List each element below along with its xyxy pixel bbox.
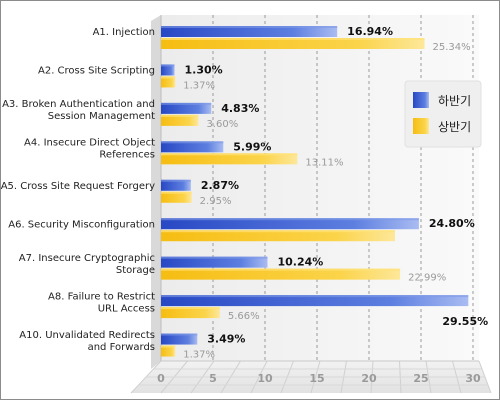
x-tick-label: 20	[361, 372, 377, 385]
category-label: A10. Unvalidated Redirects	[19, 330, 155, 341]
value-label-h1: 22.99%	[408, 273, 446, 284]
bar-h2-2	[161, 64, 175, 76]
category-label: A3. Broken Authentication and	[2, 99, 155, 110]
x-tick-label: 30	[465, 372, 481, 385]
x-axis-ticks: 0 5 10 15 20 25 30	[157, 372, 481, 385]
bar-h1-5	[161, 191, 192, 203]
category-label: References	[99, 150, 155, 161]
value-label-h1: 13.11%	[305, 157, 343, 168]
bar-h2-highlight	[161, 295, 469, 298]
bar-h2-highlight	[161, 141, 224, 144]
value-label-h2: 24.80%	[429, 217, 475, 230]
bar-h2-1	[161, 26, 338, 37]
bar-h1-highlight	[161, 114, 199, 117]
bar-h1-highlight	[161, 153, 298, 156]
bar-h1-highlight	[161, 38, 425, 40]
bar-h1-4	[161, 153, 298, 165]
bar-h2-highlight	[161, 333, 198, 336]
legend-label-h1: 상반기	[438, 120, 471, 134]
bar-h2-6	[161, 218, 419, 230]
category-label: A2. Cross Site Scripting	[38, 66, 155, 77]
plot-side-wall	[151, 15, 161, 369]
category-label: A5. Cross Site Request Forgery	[1, 181, 155, 192]
bar-h1-7	[161, 268, 401, 280]
category-label: A1. Injection	[93, 27, 155, 38]
value-label-h2: 3.49%	[207, 333, 245, 346]
category-label: URL Access	[98, 303, 155, 314]
bar-h1-highlight	[161, 76, 176, 79]
value-label-h1: 1.37%	[183, 80, 215, 91]
bar-h2-highlight	[161, 26, 338, 28]
category-label: A6. Security Misconfiguration	[8, 219, 155, 230]
x-tick-label: 25	[413, 372, 428, 385]
bar-h1-3	[161, 114, 199, 126]
bar-h2-highlight	[161, 102, 212, 105]
legend-swatch-h1	[413, 118, 429, 134]
category-label: A7. Insecure Cryptographic	[19, 253, 155, 264]
bar-h1-8	[161, 307, 220, 319]
legend-box	[404, 80, 482, 148]
category-label: A4. Insecure Direct Object	[24, 138, 155, 149]
bar-h2-7	[161, 256, 268, 268]
bar-h1-highlight	[161, 191, 192, 194]
value-label-h2: 29.55%	[442, 315, 488, 328]
category-label: Session Management	[48, 111, 155, 122]
legend-label-h2: 하반기	[438, 94, 471, 108]
bar-h2-highlight	[161, 218, 419, 221]
value-label-h2: 1.30%	[185, 63, 223, 76]
value-label-h1: 25.34%	[433, 42, 471, 53]
bar-h2-8	[161, 295, 469, 307]
bar-h1-9	[161, 345, 176, 357]
bar-h2-3	[161, 102, 212, 114]
value-label-h2: 16.94%	[347, 25, 393, 38]
x-tick-label: 15	[309, 372, 324, 385]
bar-h1-highlight	[161, 268, 401, 271]
value-label-h1: 1.37%	[183, 350, 215, 361]
x-tick-label: 5	[209, 372, 217, 385]
value-label-h2: 5.99%	[233, 140, 271, 153]
bar-h1-highlight	[161, 230, 395, 233]
x-tick-label: 0	[157, 372, 165, 385]
value-label-h2: 4.83%	[221, 102, 259, 115]
bars	[161, 26, 469, 357]
bar-h2-5	[161, 179, 191, 191]
value-label-h1: 2.95%	[200, 196, 232, 207]
legend-swatch-h2	[413, 92, 429, 108]
value-label-h1: 3.60%	[206, 119, 238, 130]
category-label: and Forwards	[88, 342, 155, 353]
bar-h1-1	[161, 38, 425, 49]
bar-h1-highlight	[161, 307, 220, 310]
value-labels: 16.94% 25.34% 1.30% 1.37% 4.83% 3.60% 5.99% 13.…	[183, 25, 488, 361]
value-label-h2: 10.24%	[277, 256, 323, 269]
bar-h1-2	[161, 76, 176, 88]
bar-h2-highlight	[161, 256, 268, 259]
value-label-h1: 5.66%	[228, 311, 260, 322]
category-label: Storage	[116, 265, 155, 276]
value-label-h2: 2.87%	[201, 179, 239, 192]
bar-h1-6	[161, 230, 395, 242]
category-label: A8. Failure to Restrict	[48, 291, 155, 302]
x-tick-label: 10	[257, 372, 273, 385]
bar-h2-highlight	[161, 64, 175, 67]
bar-h1-highlight	[161, 345, 176, 348]
bar-h2-4	[161, 141, 224, 153]
bar-h2-highlight	[161, 179, 191, 182]
category-labels: A1. Injection A2. Cross Site Scripting A3.…	[1, 27, 155, 353]
bar-h2-9	[161, 333, 198, 345]
